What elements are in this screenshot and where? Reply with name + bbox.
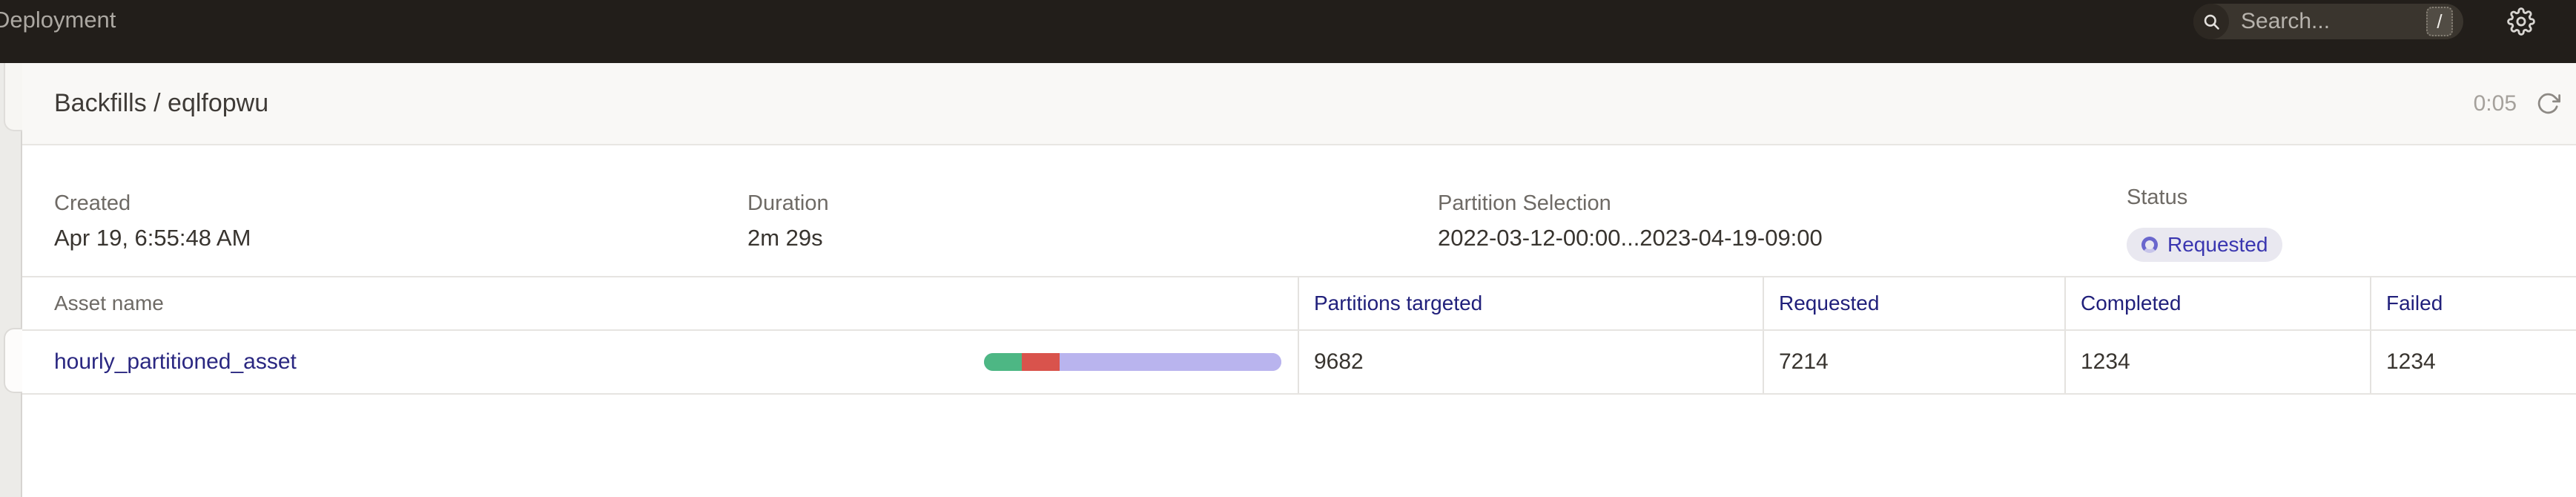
backfill-metadata: Created Apr 19, 6:55:48 AM Duration 2m 2… bbox=[22, 145, 2576, 277]
progress-completed-segment bbox=[984, 353, 1022, 371]
status-badge: Requested bbox=[2127, 228, 2283, 262]
table-header-row: Asset name Partitions targeted Requested… bbox=[22, 277, 2576, 331]
background-card-edge bbox=[4, 328, 22, 393]
meta-created: Created Apr 19, 6:55:48 AM bbox=[54, 191, 251, 251]
backfill-assets-table: Asset name Partitions targeted Requested… bbox=[22, 277, 2576, 395]
spinner-icon bbox=[2141, 237, 2158, 253]
asset-name-cell: hourly_partitioned_asset bbox=[22, 331, 1298, 393]
status-label: Status bbox=[2127, 185, 2188, 209]
progress-failed-segment bbox=[1021, 353, 1060, 371]
page-header: Backfills / eqlfopwu 0:05 bbox=[22, 63, 2576, 145]
duration-value: 2m 29s bbox=[747, 225, 823, 251]
progress-in-progress-segment bbox=[1059, 353, 1281, 371]
search-shortcut-badge: / bbox=[2426, 7, 2453, 36]
refresh-countdown: 0:05 bbox=[2473, 90, 2517, 116]
completed-cell: 1234 bbox=[2064, 331, 2370, 393]
column-header-asset-name: Asset name bbox=[54, 292, 164, 315]
search-placeholder: Search... bbox=[2241, 9, 2331, 33]
deployment-tab[interactable]: Deployment bbox=[0, 7, 116, 33]
meta-status: Status Requested bbox=[2127, 185, 2283, 262]
refresh-cluster: 0:05 bbox=[2474, 89, 2563, 119]
partition-selection-value: 2022-03-12-00:00...2023-04-19-09:00 bbox=[1438, 225, 1823, 251]
failed-cell: 1234 bbox=[2370, 331, 2576, 393]
page-title: Backfills / eqlfopwu bbox=[54, 89, 269, 117]
column-header-completed: Completed bbox=[2064, 277, 2370, 329]
partition-selection-label: Partition Selection bbox=[1438, 191, 1611, 215]
requested-cell: 7214 bbox=[1763, 331, 2064, 393]
table-row: hourly_partitioned_asset 9682 7214 1234 … bbox=[22, 331, 2576, 395]
column-header-failed: Failed bbox=[2370, 277, 2576, 329]
partitions-targeted-cell: 9682 bbox=[1298, 331, 1763, 393]
settings-gear-icon[interactable] bbox=[2500, 4, 2542, 39]
duration-label: Duration bbox=[747, 191, 829, 215]
created-value: Apr 19, 6:55:48 AM bbox=[54, 225, 251, 251]
search-icon bbox=[2193, 4, 2229, 39]
background-page-edge bbox=[0, 63, 22, 497]
topbar-right-cluster: Search... / bbox=[2193, 4, 2542, 39]
backfill-detail-panel: Backfills / eqlfopwu 0:05 Created Apr 19… bbox=[22, 63, 2576, 497]
refresh-icon[interactable] bbox=[2533, 89, 2563, 119]
partition-progress-bar bbox=[984, 353, 1281, 371]
column-header-partitions-targeted: Partitions targeted bbox=[1298, 277, 1763, 329]
status-value: Requested bbox=[2167, 233, 2268, 256]
created-label: Created bbox=[54, 191, 131, 215]
top-navigation-bar: Deployment Search... / bbox=[0, 0, 2576, 63]
meta-partition-selection: Partition Selection 2022-03-12-00:00...2… bbox=[1438, 191, 1823, 251]
asset-name-link[interactable]: hourly_partitioned_asset bbox=[54, 349, 297, 374]
meta-duration: Duration 2m 29s bbox=[747, 191, 829, 251]
column-header-requested: Requested bbox=[1763, 277, 2064, 329]
background-card-edge bbox=[4, 63, 22, 131]
search-input[interactable]: Search... / bbox=[2193, 4, 2463, 39]
